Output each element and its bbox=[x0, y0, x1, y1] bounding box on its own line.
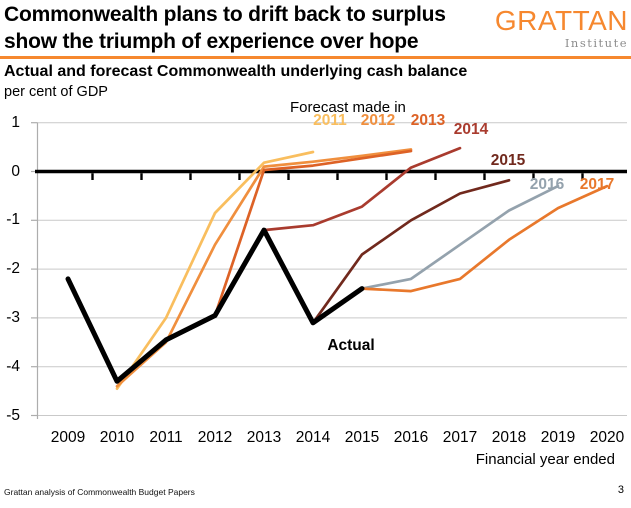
grattan-logo-institute: Institute bbox=[564, 36, 628, 50]
series-label-2014: 2014 bbox=[453, 121, 489, 138]
series-line-2013 bbox=[213, 149, 413, 317]
series-line-2016 bbox=[360, 184, 560, 290]
series-label-2017: 2017 bbox=[579, 176, 615, 193]
series-line-Actual bbox=[65, 227, 365, 384]
x-tick-label-2010: 2010 bbox=[99, 429, 135, 446]
x-tick-label-2019: 2019 bbox=[540, 429, 576, 446]
page-title: Commonwealth plans to drift back to surp… bbox=[4, 1, 446, 55]
y-tick-label--4: -4 bbox=[6, 357, 20, 375]
page-title-line2: show the triumph of experience over hope bbox=[4, 30, 419, 53]
x-tick-label-2012: 2012 bbox=[197, 429, 233, 446]
series-label-2011: 2011 bbox=[313, 112, 347, 129]
x-axis-title: Financial year ended bbox=[475, 451, 615, 468]
x-tick-label-2014: 2014 bbox=[295, 429, 331, 446]
page-title-line1: Commonwealth plans to drift back to surp… bbox=[4, 3, 446, 26]
series-line-2015 bbox=[311, 178, 511, 325]
x-tick-label-2015: 2015 bbox=[344, 429, 380, 446]
series-line-2014 bbox=[262, 146, 462, 232]
y-tick-label--3: -3 bbox=[6, 308, 20, 326]
y-tick-label-1: 1 bbox=[11, 113, 20, 131]
y-tick-label-0: 0 bbox=[11, 162, 20, 180]
series-label-2013: 2013 bbox=[410, 112, 446, 129]
page-number: 3 bbox=[617, 484, 624, 496]
y-axis-unit-label: per cent of GDP bbox=[4, 84, 108, 100]
x-tick-label-2018: 2018 bbox=[491, 429, 527, 446]
legend-title: Forecast made in bbox=[290, 99, 406, 116]
y-tick-label--5: -5 bbox=[6, 406, 20, 424]
grattan-logo: GRATTAN Institute bbox=[494, 5, 628, 51]
y-tick-label--2: -2 bbox=[6, 260, 20, 278]
x-tick-label-2016: 2016 bbox=[393, 429, 429, 446]
x-tick-label-2013: 2013 bbox=[246, 429, 282, 446]
x-tick-label-2011: 2011 bbox=[149, 429, 183, 446]
series-line-2017 bbox=[360, 184, 609, 293]
series-label-2012: 2012 bbox=[360, 112, 396, 129]
title-accent-rule bbox=[0, 56, 631, 59]
series-label-Actual: Actual bbox=[327, 337, 375, 354]
source-note: Grattan analysis of Commonwealth Budget … bbox=[4, 487, 195, 497]
series-line-2011 bbox=[115, 150, 315, 391]
x-tick-label-2017: 2017 bbox=[442, 429, 478, 446]
x-tick-label-2009: 2009 bbox=[50, 429, 86, 446]
series-label-2015: 2015 bbox=[490, 152, 526, 169]
series-label-2016: 2016 bbox=[529, 176, 565, 193]
y-tick-label--1: -1 bbox=[6, 211, 20, 229]
x-tick-label-2020: 2020 bbox=[589, 429, 625, 446]
chart-title: Actual and forecast Commonwealth underly… bbox=[4, 63, 468, 80]
grattan-logo-wordmark: GRATTAN bbox=[494, 5, 628, 36]
